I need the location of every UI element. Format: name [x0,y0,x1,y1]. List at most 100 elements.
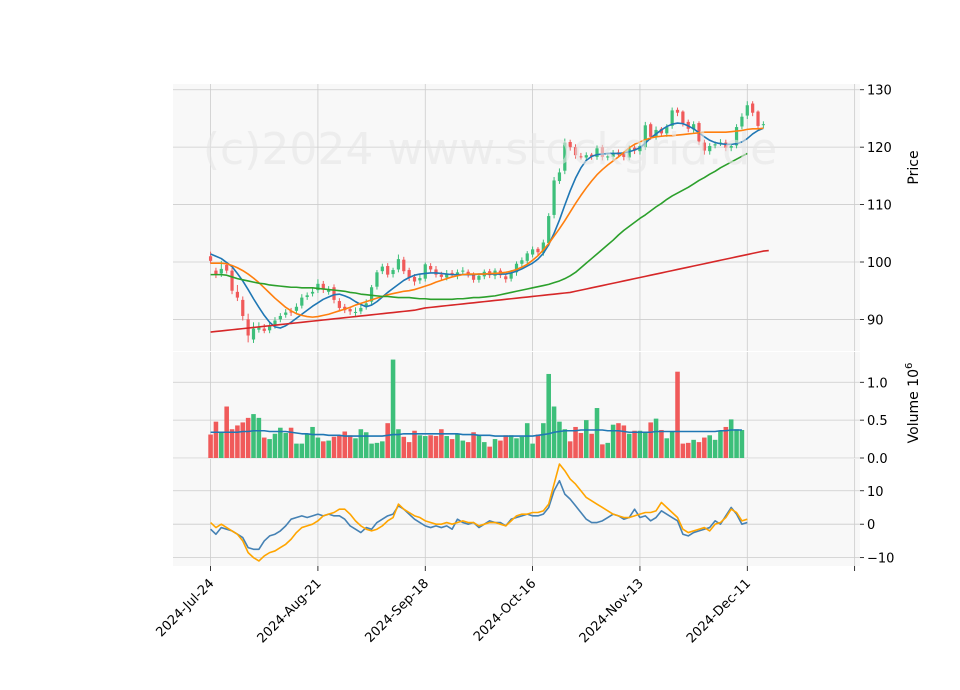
volume-bar-down [449,439,455,458]
macd-line [210,479,748,551]
macd-ytick-label: −10 [867,552,894,567]
volume-bar-up [283,433,288,458]
volume-bar-up [514,438,519,458]
volume-bar-up [583,420,589,458]
price-axis-label: Price [906,150,922,184]
volume-bar-down [685,442,691,458]
macd-ytick-label: 0 [867,518,875,533]
candle-down [600,147,604,157]
x-tick-label: 2024-Oct-16 [471,576,539,644]
candle-down [471,274,476,280]
volume-bar-up [669,431,675,458]
candle-up [552,180,556,215]
volume-bar-down [589,433,594,458]
candle-up [219,268,223,274]
volume-bar-up [728,419,734,458]
candle-down [337,301,341,308]
candle-down [429,266,433,270]
macd-background [173,459,860,566]
volume-bar-up [637,430,643,458]
volume-bar-down [567,441,573,458]
volume-bar-up [476,435,482,458]
candle-up [251,328,256,340]
candle-up [353,311,358,313]
volume-bar-up [326,440,331,458]
volume-bar-up [626,433,632,458]
volume-bar-up [417,435,423,458]
volume-bar-up [508,435,514,458]
candle-up [627,148,631,158]
volume-bar-up [390,359,396,458]
price-ytick-label: 90 [867,313,884,328]
candle-up [391,270,395,275]
volume-bar-up [653,418,659,458]
volume-bar-down [261,437,267,458]
candle-up [557,172,562,182]
candle-up [305,295,309,298]
candle-up [273,320,277,326]
volume-bar-down [213,421,219,458]
x-tick-label: 2024-Nov-13 [577,576,647,646]
macd-ytick-label: 10 [867,485,884,500]
candle-up [745,105,749,116]
volume-bar-down [535,434,541,458]
volume-bar-down [503,435,509,458]
x-tick-label: 2024-Aug-21 [255,576,325,646]
sma-mid-line [210,127,764,318]
volume-bar-down [696,442,702,458]
volume-bar-up [482,442,487,458]
volume-axis-label-text: Volume 10 [906,369,922,443]
volume-bar-down [487,446,492,458]
candle-down [622,154,626,157]
volume-bar-up [712,439,718,458]
candle-down [724,142,728,148]
candle-up [520,260,524,264]
candle-down [407,270,411,278]
volume-bar-up [299,443,305,458]
volume-bar-down [229,429,235,458]
price-ytick-label: 100 [867,256,892,271]
candle-down [579,156,583,158]
candle-up [708,146,712,152]
candle-down [262,328,266,331]
volume-bar-up [664,438,670,458]
volume-bar-down [331,436,337,458]
volume-bar-up [422,436,428,458]
volume-bar-down [680,443,686,458]
volume-bar-up [278,427,283,458]
volume-bar-up [546,373,551,458]
candle-up [327,288,331,292]
volume-bar-up [219,431,224,458]
volume-bar-down [433,436,439,458]
candle-up [257,327,261,330]
candle-down [235,291,240,298]
volume-bar-down [245,417,251,458]
volume-bar-up [294,443,299,458]
volume-bar-up [643,432,648,458]
volume-bar-down [439,429,444,458]
volume-bar-up [610,424,616,458]
candle-down [439,274,443,277]
candle-up [530,249,535,255]
candle-down [321,283,325,290]
candle-up [547,216,551,244]
volume-bar-up [718,431,723,458]
candle-down [450,272,454,275]
candle-down [241,299,245,316]
candle-up [423,264,427,279]
candle-up [665,127,669,134]
candle-down [675,109,680,113]
volume-axis-exponent: 6 [904,363,915,369]
candle-up [310,291,315,294]
volume-bar-up [256,417,262,458]
volume-bar-down [401,436,407,458]
candle-down [702,142,706,151]
volume-bar-down [632,430,637,458]
candle-up [461,270,465,272]
volume-bar-down [342,431,348,458]
candle-down [756,111,760,126]
volume-bar-down [347,435,353,458]
candle-up [278,315,282,320]
candle-down [568,141,572,148]
x-axis: 2024-Jul-24 2024-Aug-21 2024-Sep-18 2024-Oc… [153,566,856,646]
